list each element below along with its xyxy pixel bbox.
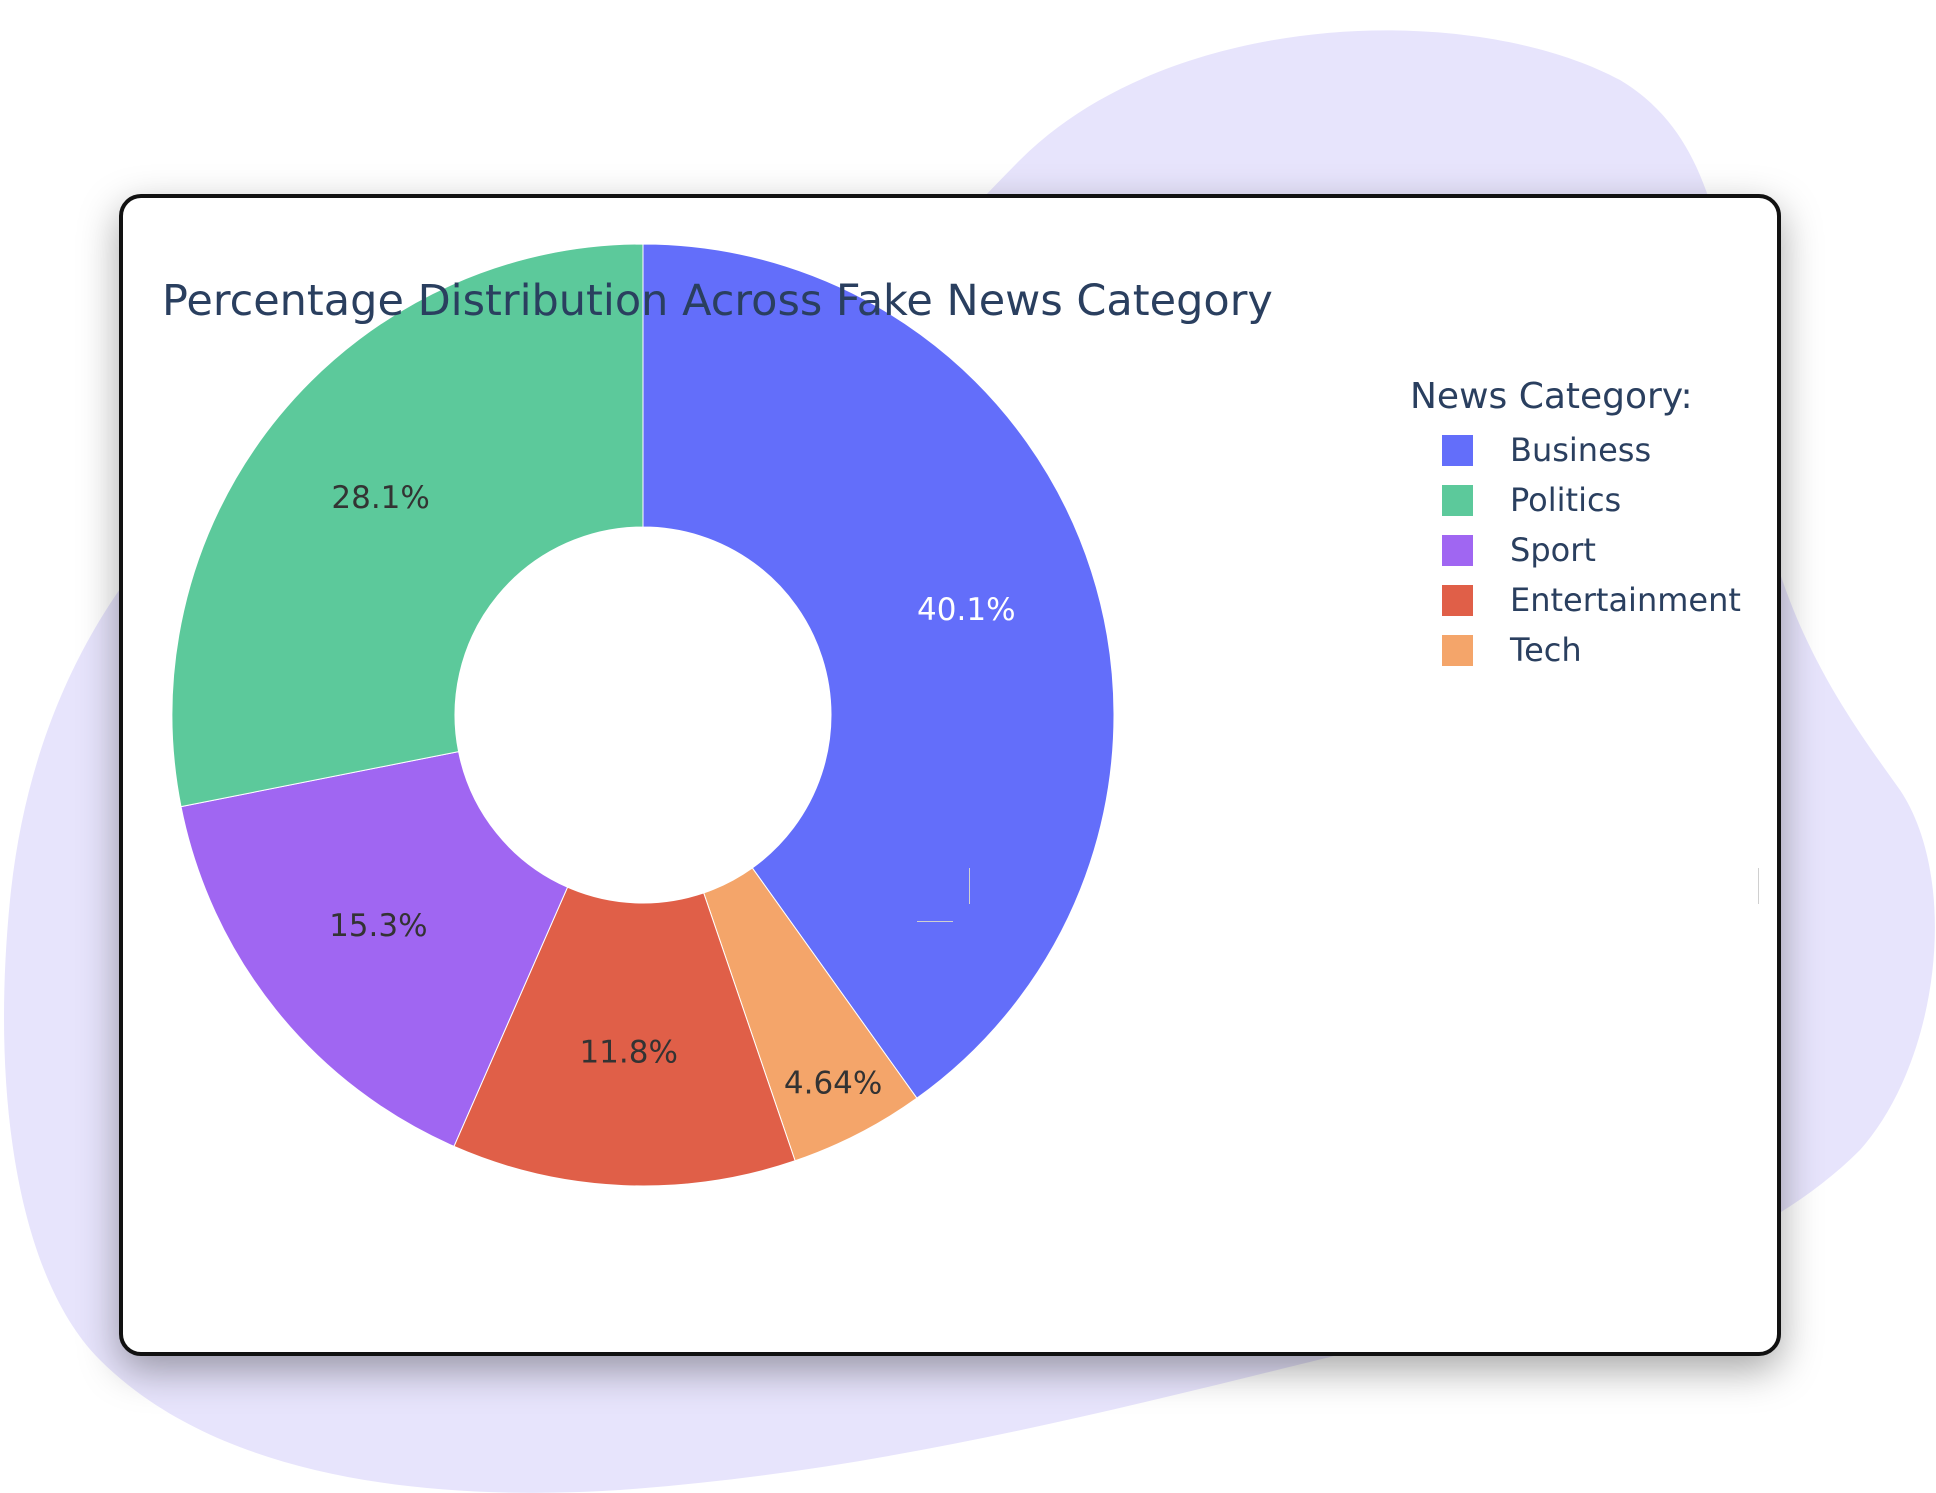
legend-label: Politics xyxy=(1510,481,1622,519)
slice-label-entertainment: 11.8% xyxy=(579,1035,677,1071)
donut-slice-entertainment[interactable] xyxy=(453,886,796,1187)
legend-swatch xyxy=(1442,484,1473,516)
legend-swatch xyxy=(1442,434,1473,466)
crop-tick xyxy=(917,921,953,922)
legend-item-sport[interactable]: Sport xyxy=(1442,525,1741,575)
legend-item-entertainment[interactable]: Entertainment xyxy=(1442,575,1741,625)
crop-tick xyxy=(969,868,970,904)
slice-label-business: 40.1% xyxy=(917,592,1015,628)
legend: News Category: Business Politics Sport Ente… xyxy=(1410,376,1741,675)
legend-title: News Category: xyxy=(1410,376,1693,417)
donut-slice-politics[interactable] xyxy=(171,243,644,808)
chart-card: 40.1% 4.64% 11.8% 15.3% 28.1% Percentage Dis… xyxy=(119,194,1781,1356)
legend-item-politics[interactable]: Politics xyxy=(1442,475,1741,525)
crop-tick xyxy=(1758,868,1759,904)
donut-slice-sport[interactable] xyxy=(180,750,569,1148)
slice-label-tech: 4.64% xyxy=(784,1066,882,1102)
slice-label-sport: 15.3% xyxy=(329,908,427,944)
legend-swatch xyxy=(1442,584,1473,616)
donut-slice-business[interactable] xyxy=(642,243,1115,1099)
legend-label: Business xyxy=(1510,431,1652,469)
donut-chart-svg: 40.1% 4.64% 11.8% 15.3% 28.1% xyxy=(171,243,1115,1187)
legend-item-tech[interactable]: Tech xyxy=(1442,625,1741,675)
legend-label: Tech xyxy=(1510,631,1582,669)
donut-slice-labels: 40.1% 4.64% 11.8% 15.3% 28.1% xyxy=(329,480,1015,1101)
legend-item-business[interactable]: Business xyxy=(1442,425,1741,475)
chart-title: Percentage Distribution Across Fake News… xyxy=(162,276,1273,326)
legend-label: Entertainment xyxy=(1510,581,1741,619)
slice-label-politics: 28.1% xyxy=(331,480,429,516)
donut-slices xyxy=(171,243,1115,1187)
legend-label: Sport xyxy=(1510,531,1596,569)
legend-swatch xyxy=(1442,634,1473,666)
legend-items: Business Politics Sport Entertainment Tech xyxy=(1410,425,1741,675)
legend-swatch xyxy=(1442,534,1473,566)
